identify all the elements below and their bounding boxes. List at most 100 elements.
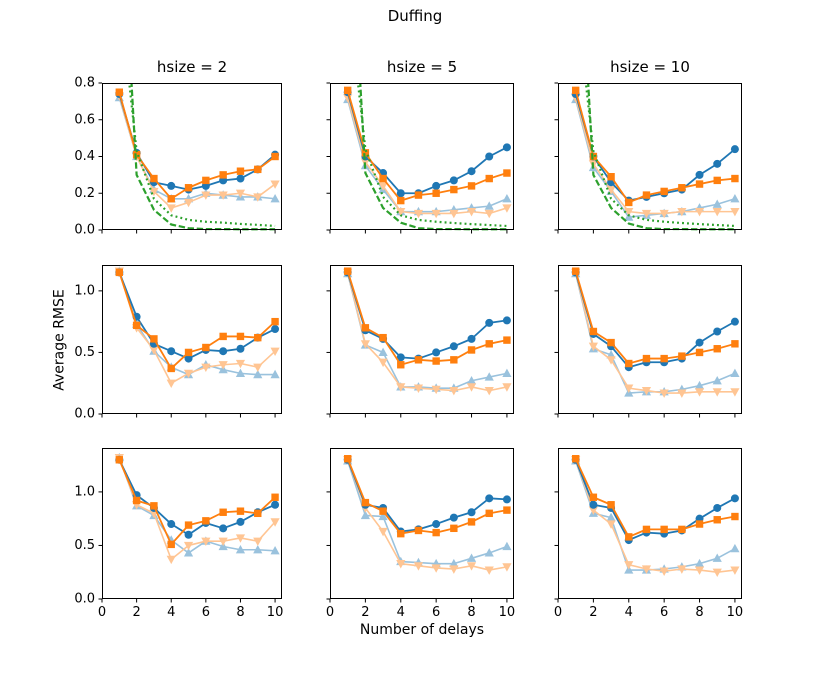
marker-circle bbox=[502, 316, 511, 325]
marker-triangle-down bbox=[502, 383, 512, 392]
series-blue-circle bbox=[115, 268, 280, 363]
marker-square bbox=[432, 528, 440, 537]
marker-triangle-down bbox=[712, 568, 722, 578]
series-orange-square bbox=[115, 268, 279, 373]
y-tick-label: 0.5 bbox=[74, 538, 95, 553]
marker-triangle-down bbox=[378, 182, 388, 191]
marker-circle bbox=[467, 508, 476, 517]
marker-square bbox=[607, 173, 615, 181]
marker-circle bbox=[219, 524, 228, 533]
series-line bbox=[346, 458, 508, 535]
series-blue-circle bbox=[571, 268, 739, 372]
marker-square bbox=[184, 348, 193, 357]
marker-triangle-up bbox=[378, 511, 388, 521]
marker-triangle-down bbox=[218, 191, 228, 200]
marker-circle bbox=[396, 353, 405, 362]
marker-circle bbox=[502, 495, 511, 504]
marker-square bbox=[202, 517, 210, 525]
marker-triangle-up bbox=[270, 193, 280, 203]
series-line bbox=[574, 97, 735, 215]
series-line bbox=[118, 272, 276, 370]
series-line bbox=[356, 83, 507, 228]
marker-triangle-down bbox=[431, 385, 441, 395]
marker-square bbox=[695, 520, 704, 528]
marker-triangle-down bbox=[431, 564, 441, 573]
marker-square bbox=[503, 169, 511, 177]
marker-square bbox=[150, 174, 158, 183]
marker-square bbox=[571, 455, 580, 463]
marker-square bbox=[660, 187, 668, 196]
marker-triangle-up bbox=[502, 368, 512, 377]
marker-circle bbox=[271, 325, 280, 334]
series-green-dashed bbox=[359, 83, 507, 231]
marker-triangle-down bbox=[149, 187, 159, 197]
marker-square bbox=[343, 267, 352, 275]
marker-triangle-up bbox=[253, 544, 263, 554]
marker-triangle-down bbox=[677, 208, 687, 217]
series-line bbox=[346, 459, 507, 533]
marker-circle bbox=[236, 174, 245, 183]
marker-circle bbox=[236, 344, 245, 353]
marker-triangle-down bbox=[606, 356, 616, 365]
marker-circle bbox=[713, 503, 722, 512]
marker-square bbox=[414, 356, 423, 364]
subplot-r0c0: 0.0 0.2 0.4 0.6 0.8 bbox=[74, 76, 282, 238]
marker-square bbox=[150, 502, 158, 510]
marker-triangle-down bbox=[235, 534, 246, 543]
series-line bbox=[118, 95, 276, 209]
marker-square bbox=[132, 150, 141, 159]
marker-square bbox=[695, 180, 704, 188]
marker-square bbox=[343, 86, 352, 95]
marker-circle bbox=[167, 181, 176, 190]
marker-circle bbox=[713, 327, 722, 336]
y-tick-label: 0.0 bbox=[74, 223, 95, 238]
subplot-title-hsize-5: hsize = 5 bbox=[386, 58, 458, 76]
x-tick-label: 8 bbox=[695, 605, 703, 620]
marker-triangle-down bbox=[449, 387, 459, 396]
series-line bbox=[346, 272, 508, 392]
marker-triangle-down bbox=[641, 387, 652, 396]
marker-triangle-down bbox=[624, 384, 634, 393]
marker-square bbox=[361, 324, 370, 332]
marker-triangle-up bbox=[253, 369, 263, 379]
y-tick-label: 0.6 bbox=[74, 112, 95, 127]
x-tick-label: 0 bbox=[554, 605, 562, 620]
marker-circle bbox=[730, 494, 739, 503]
marker-square bbox=[379, 507, 387, 515]
marker-circle bbox=[449, 342, 458, 351]
series-green-dotted bbox=[584, 83, 735, 228]
marker-square bbox=[642, 191, 651, 199]
marker-triangle-down bbox=[641, 565, 652, 574]
series-line bbox=[346, 90, 508, 202]
marker-triangle-up bbox=[449, 558, 459, 568]
series-line bbox=[574, 90, 736, 204]
marker-circle bbox=[184, 530, 193, 539]
series-line bbox=[346, 270, 508, 366]
x-tick-label: 10 bbox=[727, 605, 744, 620]
series-green-dotted bbox=[356, 83, 507, 228]
marker-triangle-up bbox=[694, 380, 705, 390]
marker-square bbox=[271, 152, 279, 161]
marker-square bbox=[132, 321, 141, 330]
marker-circle bbox=[271, 500, 280, 509]
marker-circle bbox=[695, 170, 704, 179]
series-orange-square bbox=[571, 455, 739, 541]
marker-triangle-up bbox=[360, 510, 370, 520]
marker-square bbox=[713, 345, 721, 353]
series-line bbox=[346, 91, 508, 195]
marker-triangle-down bbox=[218, 537, 228, 546]
subplot-title-hsize-10: hsize = 10 bbox=[610, 58, 690, 76]
series-orange-square bbox=[115, 456, 279, 549]
x-tick-label: 8 bbox=[236, 605, 244, 620]
marker-triangle-up bbox=[606, 512, 616, 522]
marker-triangle-down bbox=[431, 209, 441, 219]
series-orange-square bbox=[571, 86, 739, 207]
series-orange-square bbox=[571, 267, 739, 368]
marker-triangle-down bbox=[166, 555, 176, 565]
y-tick-label: 0.2 bbox=[74, 186, 95, 201]
marker-square bbox=[379, 333, 387, 342]
axes-box bbox=[330, 265, 514, 414]
marker-triangle-down bbox=[588, 506, 598, 515]
marker-square bbox=[236, 332, 245, 341]
marker-square bbox=[607, 501, 615, 509]
